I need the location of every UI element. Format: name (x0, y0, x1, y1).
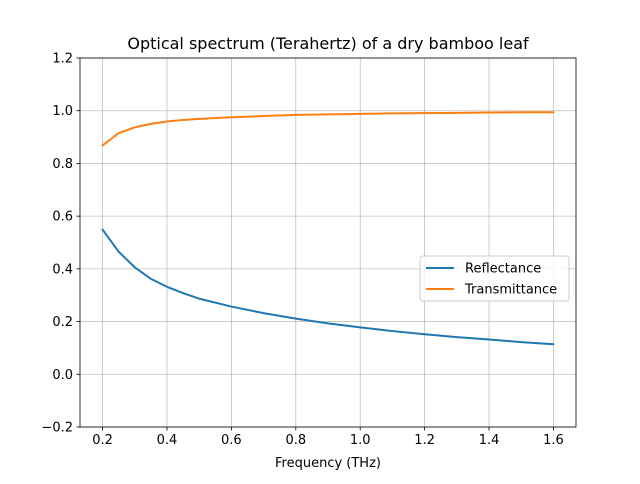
y-tick-label: 1.2 (52, 52, 73, 67)
y-tick-label: 0.0 (52, 368, 73, 383)
y-tick-label: 0.2 (52, 315, 73, 330)
legend: Reflectance Transmittance (419, 255, 570, 302)
y-tick-label: 0.8 (52, 157, 73, 172)
x-tick-label: 1.6 (543, 433, 564, 448)
x-axis-label: Frequency (THz) (275, 456, 381, 471)
legend-label-transmittance: Transmittance (464, 283, 557, 298)
x-tick-label: 1.0 (350, 433, 371, 448)
grid-lines (80, 57, 576, 428)
y-tick-label: −0.2 (41, 421, 73, 436)
series-lines (101, 111, 555, 346)
chart-title: Optical spectrum (Terahertz) of a dry ba… (127, 34, 529, 53)
series-line-transmittance (101, 111, 555, 147)
y-tick-label: 0.4 (52, 262, 73, 277)
y-tick-label: 0.6 (52, 210, 73, 225)
x-tick-label: 1.4 (479, 433, 500, 448)
series-line-reflectance (101, 228, 555, 346)
x-tick-label: 0.8 (285, 433, 306, 448)
plot-frame (79, 57, 577, 428)
y-tick-label: 1.0 (52, 104, 73, 119)
axis-ticks: 0.2 0.4 0.6 0.8 1.0 1.2 1.4 1.6 −0.2 0.0 0.2 0.4 0.6… (41, 52, 563, 449)
x-tick-label: 0.6 (221, 433, 242, 448)
x-tick-label: 0.2 (92, 433, 113, 448)
x-tick-label: 1.2 (414, 433, 435, 448)
legend-label-reflectance: Reflectance (465, 262, 541, 277)
legend-box (419, 255, 570, 302)
x-tick-label: 0.4 (157, 433, 178, 448)
